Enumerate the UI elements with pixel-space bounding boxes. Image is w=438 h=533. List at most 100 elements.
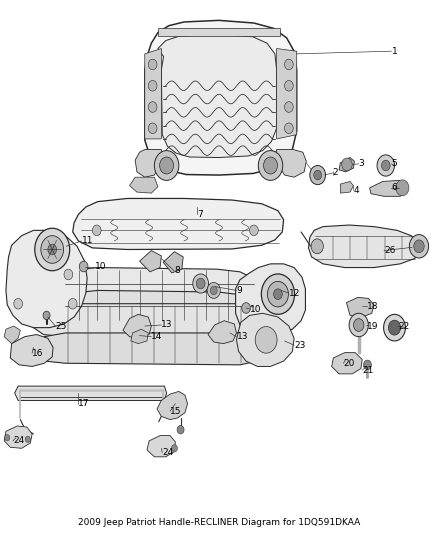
Polygon shape <box>157 391 187 419</box>
Polygon shape <box>147 435 175 457</box>
Circle shape <box>159 157 173 174</box>
Polygon shape <box>11 335 53 367</box>
Circle shape <box>268 281 288 307</box>
Polygon shape <box>346 297 374 317</box>
Circle shape <box>349 313 368 337</box>
Circle shape <box>177 425 184 434</box>
Polygon shape <box>145 49 161 139</box>
Polygon shape <box>35 333 267 365</box>
Text: 16: 16 <box>32 349 44 358</box>
Polygon shape <box>58 268 255 300</box>
Circle shape <box>381 160 390 171</box>
Circle shape <box>310 165 325 184</box>
Text: 3: 3 <box>359 159 364 168</box>
Text: 14: 14 <box>151 332 162 341</box>
Polygon shape <box>158 34 277 158</box>
Polygon shape <box>14 386 166 400</box>
Circle shape <box>154 151 179 180</box>
Circle shape <box>79 261 88 272</box>
Text: 17: 17 <box>78 399 90 408</box>
Polygon shape <box>332 353 362 374</box>
Text: 2: 2 <box>332 168 338 177</box>
Polygon shape <box>339 158 354 172</box>
Polygon shape <box>370 180 406 196</box>
Circle shape <box>210 286 217 295</box>
Circle shape <box>250 225 258 236</box>
Polygon shape <box>58 290 255 322</box>
Circle shape <box>92 225 101 236</box>
Text: 5: 5 <box>392 159 397 168</box>
Circle shape <box>314 170 321 180</box>
Text: 23: 23 <box>294 341 305 350</box>
Text: 10: 10 <box>250 304 261 313</box>
Text: 9: 9 <box>237 286 242 295</box>
Polygon shape <box>123 314 151 338</box>
Circle shape <box>285 123 293 134</box>
Circle shape <box>48 244 57 255</box>
Circle shape <box>148 80 157 91</box>
Circle shape <box>5 434 10 441</box>
Text: 1: 1 <box>392 47 397 55</box>
Circle shape <box>255 327 277 353</box>
Text: 22: 22 <box>398 321 409 330</box>
Circle shape <box>207 282 220 298</box>
Circle shape <box>193 274 208 293</box>
Text: 4: 4 <box>353 186 359 195</box>
Polygon shape <box>158 28 280 36</box>
Polygon shape <box>6 230 87 328</box>
Polygon shape <box>340 181 353 193</box>
Text: 26: 26 <box>384 246 396 255</box>
Circle shape <box>41 236 64 263</box>
Polygon shape <box>163 252 183 273</box>
Circle shape <box>171 445 177 452</box>
Circle shape <box>25 436 30 442</box>
Polygon shape <box>32 304 271 337</box>
Circle shape <box>258 151 283 180</box>
Text: 11: 11 <box>81 237 93 246</box>
Circle shape <box>274 289 283 300</box>
Text: 10: 10 <box>95 262 106 271</box>
Circle shape <box>148 123 157 134</box>
Polygon shape <box>140 251 161 272</box>
Polygon shape <box>135 150 161 177</box>
Text: 21: 21 <box>362 366 374 375</box>
Circle shape <box>377 155 395 176</box>
Polygon shape <box>145 20 297 175</box>
Circle shape <box>264 157 278 174</box>
Text: 24: 24 <box>162 448 173 457</box>
Text: 15: 15 <box>170 407 182 416</box>
Text: 24: 24 <box>13 437 24 446</box>
Text: 12: 12 <box>289 288 300 297</box>
Circle shape <box>389 320 401 335</box>
Polygon shape <box>277 49 297 139</box>
Circle shape <box>396 180 409 196</box>
Polygon shape <box>308 225 420 268</box>
Text: 25: 25 <box>55 321 67 330</box>
Circle shape <box>43 311 50 320</box>
Circle shape <box>35 228 70 271</box>
Text: 6: 6 <box>392 183 397 192</box>
Polygon shape <box>73 198 284 249</box>
Circle shape <box>68 298 77 309</box>
Circle shape <box>261 274 294 314</box>
Circle shape <box>242 303 251 313</box>
Text: 20: 20 <box>343 359 355 368</box>
Circle shape <box>414 240 424 253</box>
Text: 2009 Jeep Patriot Handle-RECLINER Diagram for 1DQ591DKAA: 2009 Jeep Patriot Handle-RECLINER Diagra… <box>78 518 360 527</box>
Circle shape <box>64 269 73 280</box>
Circle shape <box>311 239 323 254</box>
Circle shape <box>148 102 157 112</box>
Text: 13: 13 <box>161 320 173 329</box>
Circle shape <box>364 360 371 369</box>
Text: 13: 13 <box>237 332 248 341</box>
Text: 8: 8 <box>174 266 180 275</box>
Polygon shape <box>208 321 237 344</box>
Polygon shape <box>130 177 158 193</box>
Circle shape <box>285 80 293 91</box>
Text: 19: 19 <box>367 321 378 330</box>
Circle shape <box>342 158 352 171</box>
Text: 7: 7 <box>197 210 203 219</box>
Circle shape <box>285 59 293 70</box>
Polygon shape <box>4 326 20 344</box>
Circle shape <box>285 102 293 112</box>
